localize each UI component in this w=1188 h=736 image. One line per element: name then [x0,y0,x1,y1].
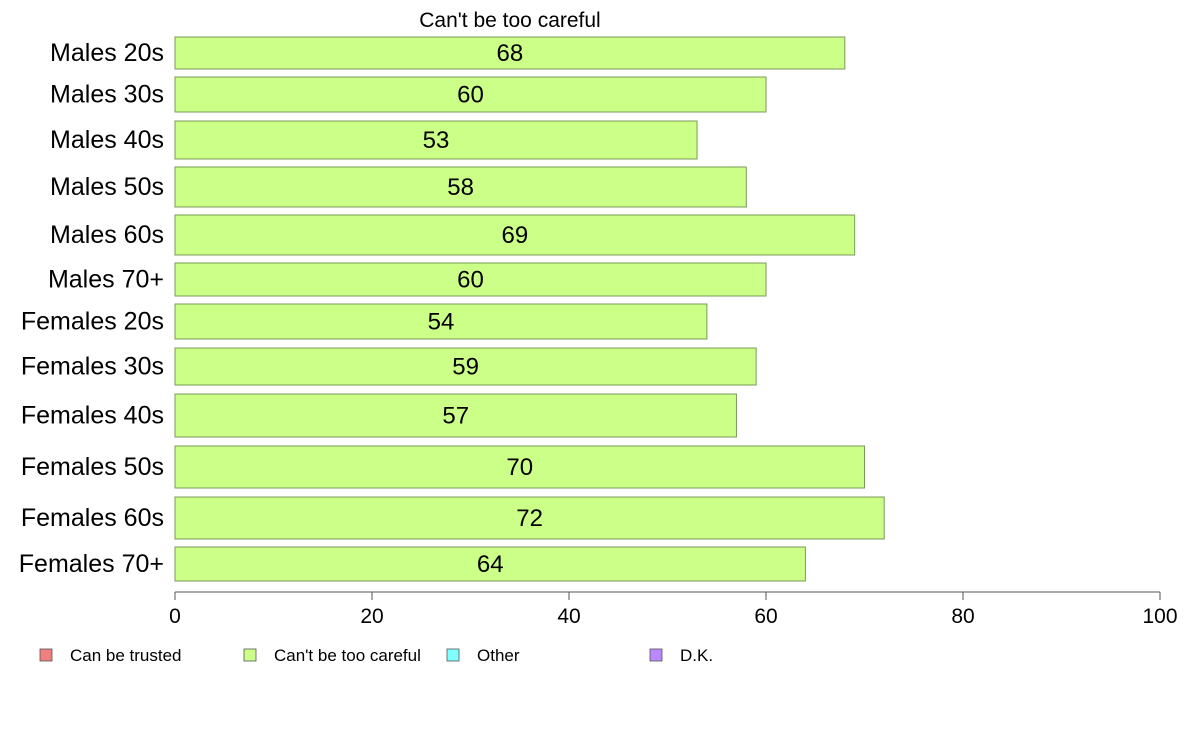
bar-value-label: 57 [442,403,469,430]
bar-value-label: 69 [501,222,528,249]
bar [174,262,767,297]
category-label: Males 30s [50,81,164,109]
x-tick-label: 60 [754,605,777,628]
legend-swatch [243,648,257,662]
category-label: Males 70+ [48,266,164,294]
bar [174,496,885,540]
category-label: Females 50s [21,453,164,481]
legend-label: Other [477,646,520,665]
bar-value-label: 54 [428,309,455,336]
bar [174,546,806,582]
bar-value-label: 60 [457,267,484,294]
bar [174,76,767,113]
bar-value-label: 59 [452,354,479,381]
bar-value-label: 72 [516,505,543,532]
category-label: Females 70+ [19,550,164,578]
legend-label: Can't be too careful [274,646,421,665]
x-tick-label: 0 [169,605,181,628]
legend-swatch [649,648,663,662]
category-label: Females 40s [21,402,164,430]
bar [174,303,708,340]
bar-value-label: 60 [457,82,484,109]
category-label: Females 30s [21,353,164,381]
bar-group: Males 20s 68 Males 30s 60 Males 40s 53 Males 5… [19,36,885,582]
legend-label: Can be trusted [70,646,182,665]
bar [174,120,698,160]
category-label: Males 40s [50,126,164,154]
x-tick-label: 20 [360,605,383,628]
bar-value-label: 53 [423,127,450,154]
bar [174,347,757,386]
x-tick-label: 80 [951,605,974,628]
bar-value-label: 68 [497,40,524,67]
legend-swatch [39,648,53,662]
chart-title: Can't be too careful [419,9,600,32]
bar-value-label: 58 [447,174,474,201]
category-label: Males 20s [50,39,164,67]
legend-swatch [446,648,460,662]
bar-value-label: 64 [477,551,504,578]
legend: Can be trusted Can't be too careful Other D… [39,646,713,665]
bar-value-label: 70 [506,454,533,481]
x-axis: 0 20 40 60 80 100 [169,591,1178,628]
category-label: Males 60s [50,221,164,249]
category-label: Males 50s [50,173,164,201]
bar [174,214,856,256]
x-tick-label: 100 [1142,605,1177,628]
bar [174,36,846,70]
x-tick-label: 40 [557,605,580,628]
bar [174,166,747,208]
category-label: Females 60s [21,504,164,532]
bar [174,445,865,489]
bar [174,393,737,438]
legend-label: D.K. [680,646,713,665]
category-label: Females 20s [21,308,164,336]
